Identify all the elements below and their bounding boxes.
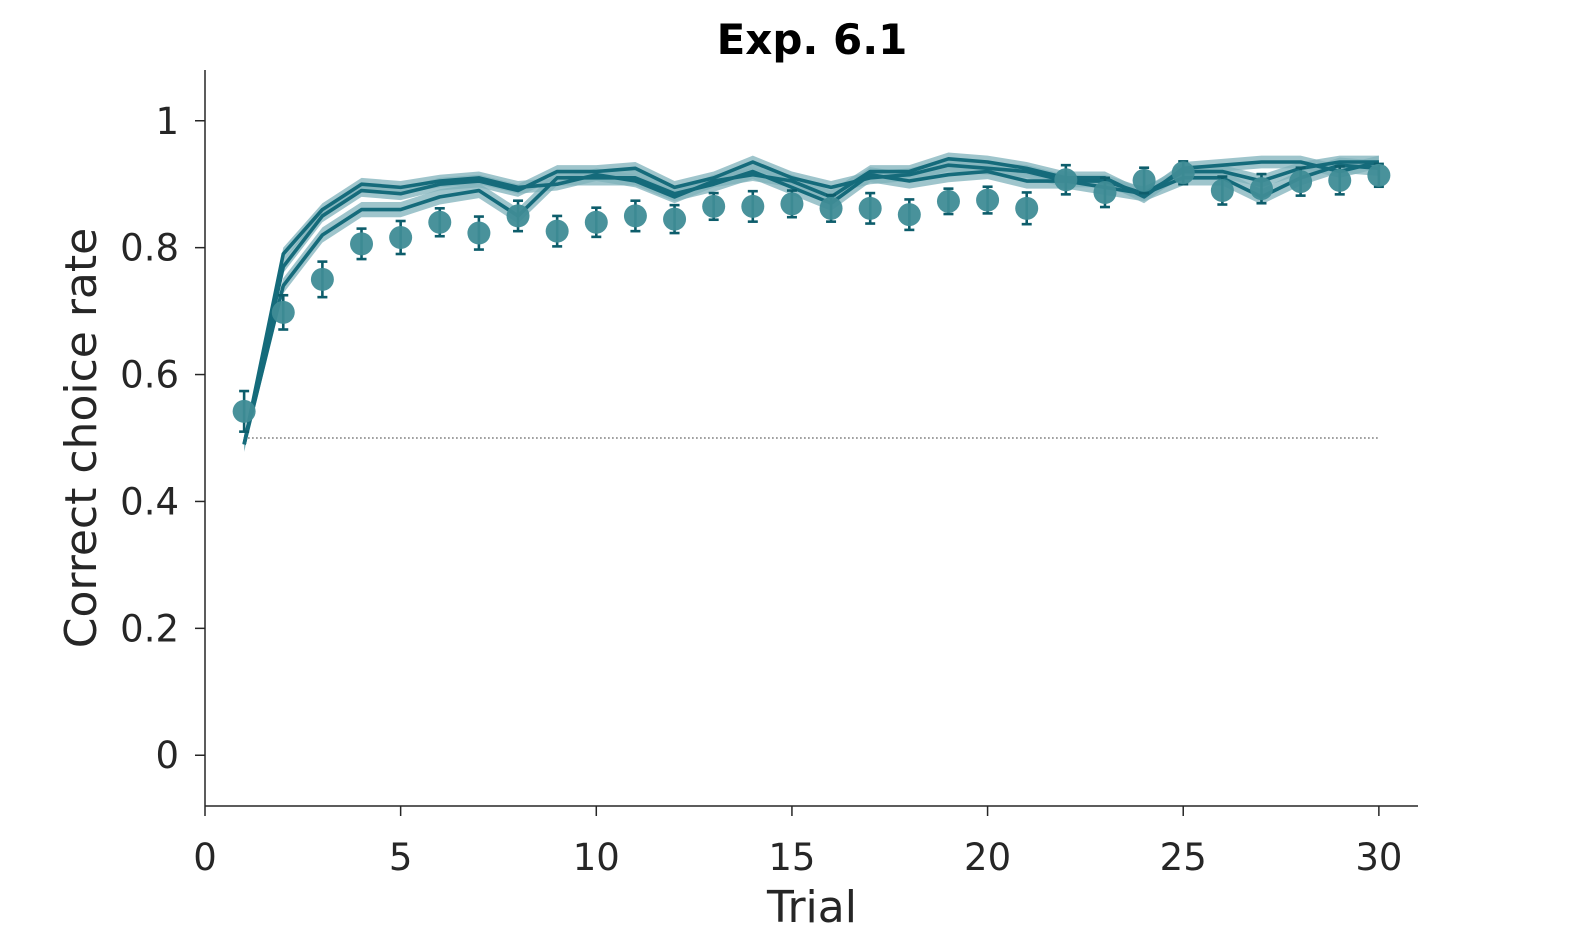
data-point-marker <box>232 399 256 423</box>
data-point-marker <box>936 189 960 213</box>
data-point-marker <box>741 194 765 218</box>
y-tick-label: 0.4 <box>120 480 179 523</box>
x-tick-label: 30 <box>1355 836 1402 879</box>
x-tick-label: 0 <box>193 836 217 879</box>
y-tick-label: 0 <box>155 734 179 777</box>
x-tick-label: 15 <box>768 836 815 879</box>
y-tick-label: 0.6 <box>120 354 179 397</box>
data-point-marker <box>1054 168 1078 192</box>
data-point-trial-19 <box>936 187 960 216</box>
data-point-marker <box>1171 161 1195 185</box>
x-axis-label: Trial <box>766 882 857 933</box>
data-point-trial-26 <box>1210 175 1234 206</box>
y-axis-label: Correct choice rate <box>56 228 107 648</box>
data-point-trial-16 <box>819 193 843 223</box>
data-point-trial-3 <box>310 260 334 299</box>
data-point-marker <box>584 210 608 234</box>
data-point-trial-5 <box>389 219 413 256</box>
y-tick-label: 1 <box>155 100 179 143</box>
data-point-trial-21 <box>1015 191 1039 226</box>
data-point-marker <box>350 232 374 256</box>
y-tick-label: 0.8 <box>120 227 179 270</box>
data-point-trial-12 <box>663 203 687 235</box>
data-point-marker <box>1093 180 1117 204</box>
x-tick-label: 5 <box>389 836 413 879</box>
data-point-trial-22 <box>1054 163 1078 196</box>
data-point-marker <box>1328 168 1352 192</box>
data-point-marker <box>623 204 647 228</box>
data-point-marker <box>1249 177 1273 201</box>
chart-title: Exp. 6.1 <box>717 15 908 64</box>
x-tick-label: 10 <box>573 836 620 879</box>
data-point-trial-18 <box>897 198 921 232</box>
data-point-trial-28 <box>1289 166 1313 197</box>
x-tick-label: 25 <box>1160 836 1207 879</box>
data-point-trial-25 <box>1171 160 1195 186</box>
data-point-trial-20 <box>976 185 1000 215</box>
data-point-marker <box>897 203 921 227</box>
data-point-marker <box>858 196 882 220</box>
data-point-trial-4 <box>350 227 374 261</box>
data-point-marker <box>976 188 1000 212</box>
data-point-trial-2 <box>271 293 295 331</box>
data-point-trial-30 <box>1367 162 1391 189</box>
data-point-marker <box>702 194 726 218</box>
data-point-marker <box>780 192 804 216</box>
data-point-trial-23 <box>1093 176 1117 209</box>
data-point-marker <box>271 300 295 324</box>
data-point-trial-15 <box>780 189 804 219</box>
data-point-marker <box>1289 170 1313 194</box>
data-point-trial-24 <box>1132 166 1156 195</box>
data-point-trial-10 <box>584 206 608 239</box>
data-point-trial-8 <box>506 199 530 233</box>
series-2-band <box>244 152 1379 451</box>
data-point-trial-7 <box>467 215 491 251</box>
data-point-marker <box>310 267 334 291</box>
data-point-marker <box>1132 168 1156 192</box>
data-point-trial-6 <box>428 207 452 238</box>
data-point-trial-17 <box>858 191 882 225</box>
data-point-marker <box>1367 163 1391 187</box>
data-point-trial-1 <box>232 389 256 433</box>
data-point-marker <box>467 221 491 245</box>
data-point-marker <box>506 204 530 228</box>
data-point-marker <box>663 207 687 231</box>
data-point-trial-27 <box>1249 172 1273 205</box>
series-4-band <box>244 157 1379 452</box>
data-point-marker <box>545 219 569 243</box>
data-point-trial-14 <box>741 189 765 223</box>
data-point-marker <box>1210 179 1234 203</box>
axes: 0 5 10 15 20 25 30 0 0.2 0.4 0.6 0.8 1 <box>120 70 1418 879</box>
plot-area <box>232 152 1391 452</box>
data-point-trial-29 <box>1328 165 1352 196</box>
y-tick-label: 0.2 <box>120 607 179 650</box>
x-tick-label: 20 <box>964 836 1011 879</box>
data-point-marker <box>1015 196 1039 220</box>
data-point-trial-13 <box>702 191 726 222</box>
data-point-trial-9 <box>545 214 569 248</box>
data-point-trial-11 <box>623 199 647 233</box>
data-point-marker <box>819 196 843 220</box>
data-point-marker <box>389 226 413 250</box>
data-point-marker <box>428 210 452 234</box>
